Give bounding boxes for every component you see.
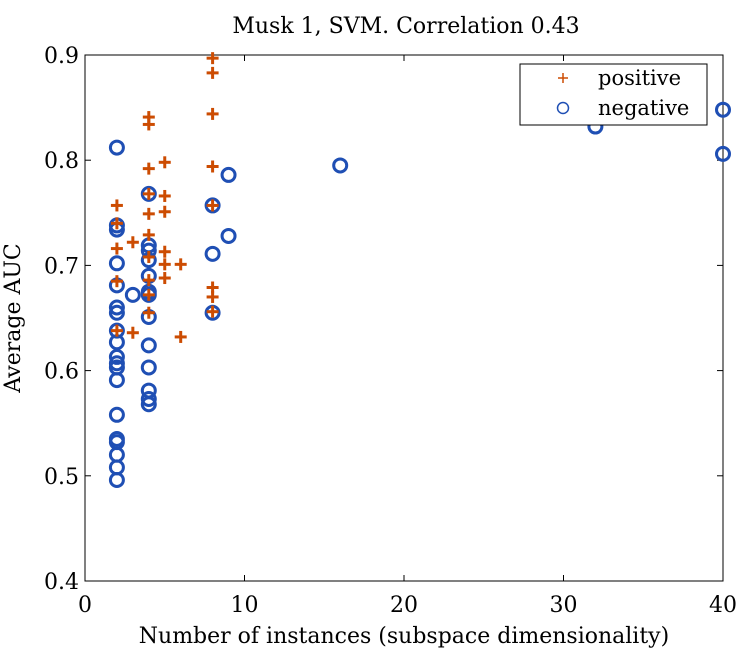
data-point-positive bbox=[206, 52, 219, 65]
data-point-positive bbox=[158, 205, 171, 218]
y-tick-label: 0.5 bbox=[44, 465, 79, 490]
data-point-negative bbox=[108, 348, 125, 365]
data-point-positive bbox=[110, 324, 123, 337]
legend: positive negative bbox=[519, 63, 708, 126]
data-point-negative bbox=[140, 391, 157, 408]
data-point-negative bbox=[332, 157, 349, 174]
data-point-positive bbox=[142, 207, 155, 220]
x-tick-label: 40 bbox=[709, 593, 737, 618]
data-point-negative bbox=[140, 185, 157, 202]
data-point-positive bbox=[126, 236, 139, 249]
legend-positive-label: positive bbox=[598, 66, 681, 90]
data-point-negative bbox=[140, 337, 157, 354]
data-point-positive bbox=[142, 288, 155, 301]
data-point-positive bbox=[142, 306, 155, 319]
data-point-positive bbox=[110, 217, 123, 230]
data-point-positive bbox=[142, 187, 155, 200]
data-point-positive bbox=[206, 160, 219, 173]
data-point-negative bbox=[140, 359, 157, 376]
x-tick-label: 20 bbox=[390, 593, 418, 618]
data-markers bbox=[108, 52, 731, 489]
data-point-negative bbox=[108, 299, 125, 316]
data-point-positive bbox=[158, 272, 171, 285]
x-tick-label: 0 bbox=[78, 593, 92, 618]
legend-negative-marker bbox=[556, 101, 570, 115]
data-point-positive bbox=[142, 118, 155, 131]
data-point-negative bbox=[220, 227, 237, 244]
data-point-negative bbox=[204, 245, 221, 262]
y-tick-label: 0.8 bbox=[44, 149, 79, 174]
data-point-negative bbox=[220, 166, 237, 183]
data-point-positive bbox=[110, 275, 123, 288]
data-point-negative bbox=[108, 139, 125, 156]
data-point-negative bbox=[108, 372, 125, 389]
x-axis: 0 10 20 30 40 bbox=[78, 55, 737, 618]
data-point-negative bbox=[124, 286, 141, 303]
data-point-positive bbox=[158, 258, 171, 271]
data-point-positive bbox=[174, 258, 187, 271]
x-axis-label: Number of instances (subspace dimensiona… bbox=[139, 624, 669, 649]
x-tick-label: 30 bbox=[550, 593, 578, 618]
data-point-positive bbox=[206, 199, 219, 212]
plot-area-frame bbox=[84, 54, 724, 582]
data-point-negative bbox=[108, 406, 125, 423]
data-point-positive bbox=[158, 245, 171, 258]
data-point-positive bbox=[158, 156, 171, 169]
y-axis: 0.4 0.5 0.6 0.7 0.8 0.9 bbox=[44, 44, 723, 595]
data-point-positive bbox=[142, 274, 155, 287]
legend-box bbox=[519, 63, 708, 126]
y-tick-label: 0.6 bbox=[44, 360, 79, 385]
legend-circle-symbol bbox=[556, 101, 570, 115]
legend-positive-marker bbox=[558, 73, 568, 83]
data-point-negative bbox=[140, 396, 157, 413]
data-point-negative bbox=[108, 304, 125, 321]
y-axis-label: Average AUC bbox=[1, 243, 26, 393]
data-point-positive bbox=[206, 290, 219, 303]
data-point-positive bbox=[158, 189, 171, 202]
legend-plus-symbol bbox=[558, 73, 568, 83]
data-point-positive bbox=[174, 330, 187, 343]
data-point-positive bbox=[142, 250, 155, 263]
data-point-positive bbox=[206, 66, 219, 79]
data-point-negative bbox=[204, 197, 221, 214]
data-point-positive bbox=[206, 305, 219, 318]
data-point-positive bbox=[126, 326, 139, 339]
legend-negative-label: negative bbox=[598, 96, 689, 120]
y-tick-label: 0.9 bbox=[44, 44, 79, 69]
data-point-negative bbox=[108, 255, 125, 272]
data-point-positive bbox=[142, 228, 155, 241]
data-point-positive bbox=[142, 162, 155, 175]
y-tick-label: 0.7 bbox=[44, 254, 79, 279]
data-point-negative bbox=[715, 145, 731, 162]
data-point-negative bbox=[140, 286, 157, 303]
x-tick-label: 10 bbox=[231, 593, 259, 618]
chart-title: Musk 1, SVM. Correlation 0.43 bbox=[232, 14, 579, 39]
data-point-negative bbox=[108, 472, 125, 489]
data-point-positive bbox=[110, 199, 123, 212]
y-tick-label: 0.4 bbox=[44, 570, 79, 595]
data-point-negative bbox=[715, 101, 731, 118]
data-point-positive bbox=[110, 242, 123, 255]
data-point-positive bbox=[206, 107, 219, 120]
